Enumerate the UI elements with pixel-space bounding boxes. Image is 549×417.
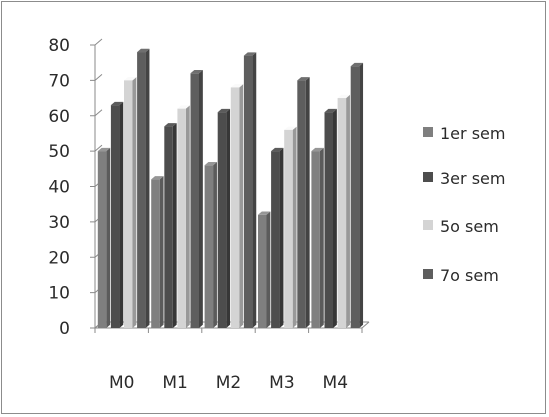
bar-side — [106, 147, 111, 328]
y-tick-label: 0 — [59, 319, 70, 339]
bar-side — [333, 108, 337, 328]
bar-top — [258, 211, 271, 215]
bar-side — [359, 62, 364, 329]
bar-side — [132, 77, 137, 328]
bar-top — [297, 77, 310, 81]
x-tick-label: M2 — [216, 373, 241, 393]
legend-label: 3er sem — [440, 169, 505, 188]
bar-top — [311, 147, 324, 152]
bar-side — [266, 211, 271, 328]
bar-side — [199, 70, 203, 328]
bar-top — [324, 108, 337, 113]
legend-swatch — [423, 172, 433, 182]
bar-side — [279, 147, 284, 328]
bar-top — [337, 94, 350, 99]
bar-top — [110, 101, 124, 106]
bar — [204, 165, 214, 328]
bar-top — [97, 147, 111, 152]
y-tick-depth — [94, 109, 103, 117]
legend-label: 5o sem — [440, 217, 499, 236]
bar-side — [226, 108, 231, 328]
y-tick-depth — [94, 144, 103, 152]
bar-side — [346, 94, 350, 328]
bar — [97, 151, 107, 328]
bar — [177, 108, 186, 328]
bar-side — [305, 77, 310, 328]
bar-top — [124, 77, 137, 81]
bar-top — [190, 70, 203, 74]
y-tick-label: 70 — [48, 71, 70, 91]
bar — [124, 80, 133, 328]
bar — [164, 126, 173, 328]
y-tick-depth — [94, 38, 103, 46]
bar — [350, 66, 360, 328]
bar-side — [185, 105, 190, 328]
bar-top — [271, 147, 284, 152]
bar-side — [239, 84, 244, 329]
bar — [311, 151, 320, 328]
bar-top — [164, 123, 177, 127]
bar-top — [151, 176, 164, 180]
bar — [271, 151, 280, 328]
bar-side — [159, 176, 164, 328]
bar-top — [284, 126, 297, 130]
bar-top — [204, 161, 217, 166]
bar — [137, 52, 146, 328]
floor-right-edge — [361, 321, 370, 329]
bar — [284, 129, 293, 328]
bar-side — [145, 48, 150, 329]
y-tick-label: 50 — [48, 142, 70, 162]
bar — [217, 112, 227, 329]
bar-top — [177, 105, 190, 109]
bar — [230, 87, 240, 328]
bar-side — [319, 147, 324, 328]
y-tick-label: 40 — [48, 178, 70, 198]
bar — [337, 98, 347, 328]
legend-swatch — [423, 269, 433, 279]
legend-label: 7o sem — [440, 266, 499, 285]
x-tick-label: M1 — [162, 373, 187, 393]
y-tick-label: 60 — [48, 107, 70, 127]
bar-side — [172, 123, 177, 328]
bar-top — [137, 48, 150, 53]
bar — [324, 112, 333, 329]
x-tick-label: M0 — [109, 373, 134, 393]
bar — [110, 105, 120, 328]
bar — [297, 80, 306, 328]
bar-top — [243, 52, 257, 56]
y-tick-label: 80 — [48, 36, 70, 56]
bar — [243, 55, 253, 329]
y-tick-label: 10 — [48, 284, 70, 304]
bar-top — [217, 108, 231, 113]
y-tick-depth — [94, 73, 103, 81]
y-tick-label: 20 — [48, 248, 70, 268]
x-tick-label: M3 — [269, 373, 294, 393]
bar — [258, 214, 267, 328]
bar-side — [292, 126, 297, 328]
legend-label: 1er sem — [440, 124, 505, 143]
bar — [151, 179, 160, 328]
bar-top — [350, 62, 364, 67]
bar-side — [119, 101, 124, 329]
bar-side — [252, 52, 257, 328]
legend-swatch — [423, 127, 433, 137]
legend-swatch — [423, 220, 433, 230]
bar-top — [230, 84, 244, 88]
bar-side — [213, 161, 217, 328]
y-tick-label: 30 — [48, 213, 70, 233]
x-tick-label: M4 — [323, 373, 348, 393]
bar — [190, 73, 199, 328]
